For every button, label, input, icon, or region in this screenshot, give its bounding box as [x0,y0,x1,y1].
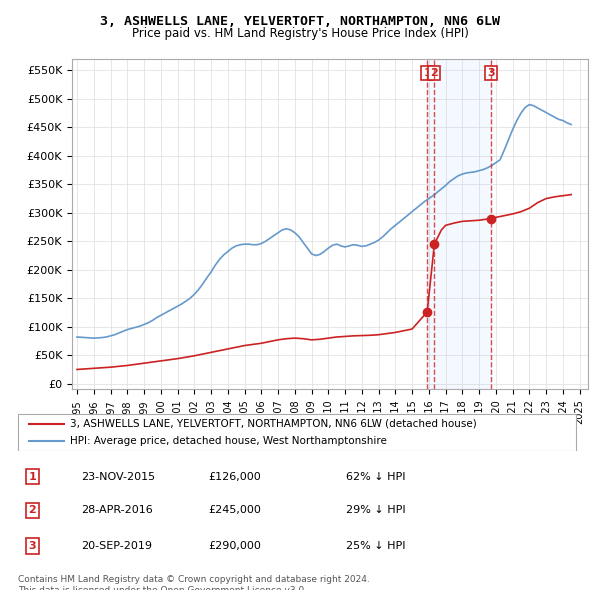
Text: 3, ASHWELLS LANE, YELVERTOFT, NORTHAMPTON, NN6 6LW: 3, ASHWELLS LANE, YELVERTOFT, NORTHAMPTO… [100,15,500,28]
Text: 20-SEP-2019: 20-SEP-2019 [81,541,152,551]
Text: 2: 2 [430,68,438,78]
Text: HPI: Average price, detached house, West Northamptonshire: HPI: Average price, detached house, West… [70,435,386,445]
Text: 1: 1 [28,472,36,481]
Text: £245,000: £245,000 [208,506,261,515]
Text: 23-NOV-2015: 23-NOV-2015 [81,472,155,481]
Text: 3: 3 [28,541,36,551]
Bar [427,59,491,389]
Text: £290,000: £290,000 [208,541,261,551]
Text: 29% ↓ HPI: 29% ↓ HPI [346,506,406,515]
Text: 2: 2 [28,506,36,515]
Text: Contains HM Land Registry data © Crown copyright and database right 2024.
This d: Contains HM Land Registry data © Crown c… [18,575,370,590]
Text: 3, ASHWELLS LANE, YELVERTOFT, NORTHAMPTON, NN6 6LW (detached house): 3, ASHWELLS LANE, YELVERTOFT, NORTHAMPTO… [70,419,476,429]
Text: 28-APR-2016: 28-APR-2016 [81,506,153,515]
Text: 62% ↓ HPI: 62% ↓ HPI [346,472,406,481]
FancyBboxPatch shape [18,414,577,451]
Text: 3: 3 [487,68,495,78]
Text: £126,000: £126,000 [208,472,260,481]
Text: 25% ↓ HPI: 25% ↓ HPI [346,541,406,551]
Text: 1: 1 [423,68,431,78]
Text: Price paid vs. HM Land Registry's House Price Index (HPI): Price paid vs. HM Land Registry's House … [131,27,469,40]
